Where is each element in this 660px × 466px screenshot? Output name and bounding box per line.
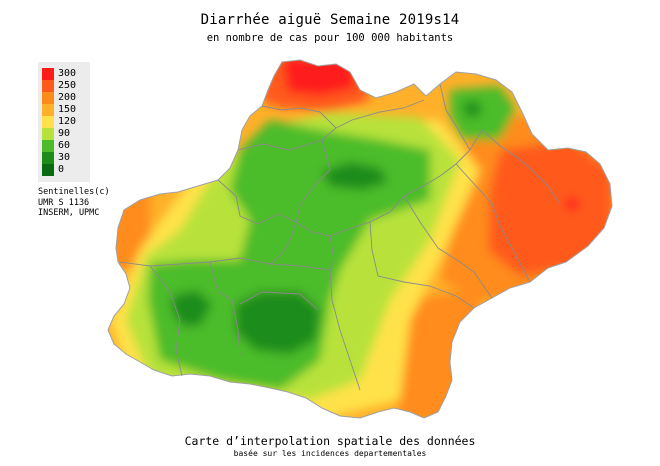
legend-item: 200 [38, 92, 90, 104]
band-east-red [488, 140, 612, 276]
surface-bands [108, 60, 612, 418]
legend-label: 30 [58, 152, 71, 163]
hotspot-north [282, 60, 356, 96]
legend-label: 200 [58, 92, 77, 103]
legend-swatch [42, 80, 54, 92]
legend-item: 120 [38, 116, 90, 128]
hotspot-east [565, 197, 579, 211]
credit-line: Sentinelles(c) [38, 187, 110, 197]
legend-swatch [42, 140, 54, 152]
legend-label: 150 [58, 104, 77, 115]
legend-item: 150 [38, 104, 90, 116]
border-line [295, 129, 483, 237]
legend-swatch [42, 104, 54, 116]
border-line [329, 235, 361, 391]
credit-line: UMR S 1136 [38, 197, 90, 208]
border-line [217, 179, 297, 225]
legend-label: 300 [58, 68, 77, 79]
band-darkgreen-northeast [462, 100, 482, 118]
color-legend: 300 250 200 150 120 90 60 30 0 [38, 62, 90, 182]
legend-label: 120 [58, 116, 77, 127]
legend-item: 300 [38, 68, 90, 80]
region-map [107, 59, 613, 419]
border-line [261, 105, 337, 129]
legend-swatch [42, 152, 54, 164]
border-line [119, 257, 331, 271]
band-darkgreen-north [322, 162, 388, 190]
map-title: Diarrhée aiguë Semaine 2019s14 [200, 12, 460, 28]
border-line [149, 265, 183, 377]
legend-swatch [42, 68, 54, 80]
border-line [439, 83, 471, 151]
footer-caption: Carte d’interpolation spatiale des donné… [184, 434, 476, 448]
legend-label: 60 [58, 140, 71, 151]
border-line [455, 163, 531, 283]
legend-label: 0 [58, 164, 65, 175]
border-line [209, 261, 241, 357]
band-darkgreen-west [172, 290, 212, 326]
border-line [403, 195, 493, 299]
footer-subcaption: basée sur les incidences departementales [233, 449, 427, 458]
map-subtitle: en nombre de cas pour 100 000 habitants [206, 32, 454, 44]
legend-swatch [42, 128, 54, 140]
legend-label: 250 [58, 80, 77, 91]
legend-swatch [42, 116, 54, 128]
border-line [239, 291, 319, 311]
legend-item: 250 [38, 80, 90, 92]
border-line [237, 99, 425, 151]
border-line [481, 129, 561, 205]
band-darkgreen-south [236, 292, 320, 354]
incidence-surface [108, 60, 612, 418]
department-borders [119, 83, 561, 391]
legend-item: 60 [38, 140, 90, 152]
legend-item: 30 [38, 152, 90, 164]
border-line [269, 221, 297, 265]
legend-item: 0 [38, 164, 90, 176]
credit-line: INSERM, UPMC [38, 208, 100, 218]
legend-swatch [42, 92, 54, 104]
region-outline [107, 59, 613, 419]
credits: Sentinelles(c) UMR S 1136 INSERM, UPMC [38, 187, 110, 219]
legend-label: 90 [58, 128, 71, 139]
border-line [369, 221, 475, 309]
legend-swatch [42, 164, 54, 176]
legend-item: 90 [38, 128, 90, 140]
band-green-northeast [450, 86, 516, 140]
